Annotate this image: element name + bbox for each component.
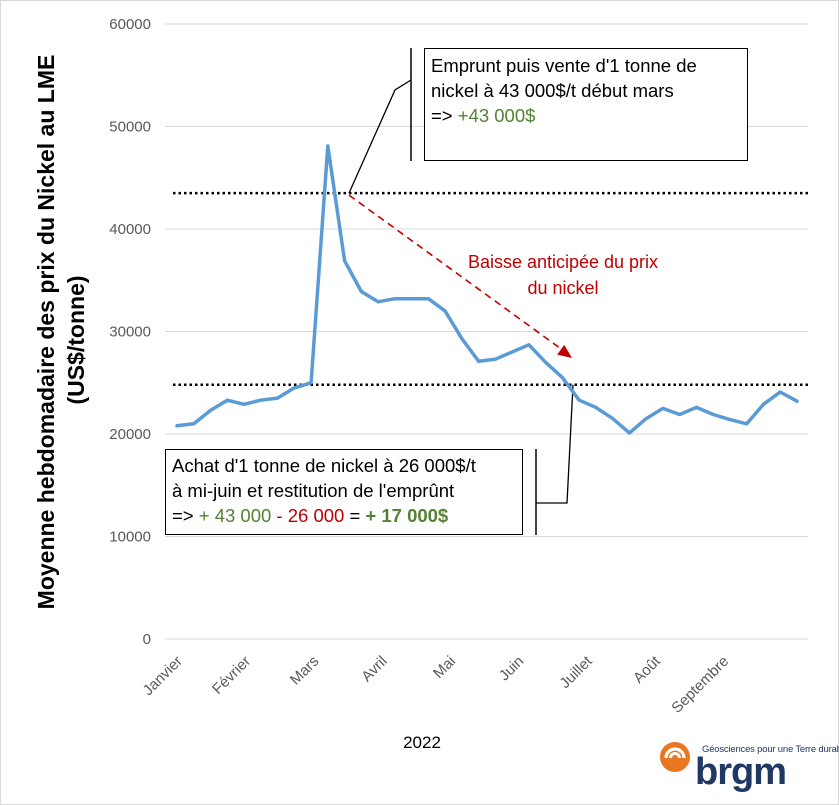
data-point-34	[745, 422, 749, 426]
arrow-label-line1: Baisse anticipée du prix	[468, 252, 658, 272]
data-point-3	[225, 398, 229, 402]
callout-bottom-prefix: =>	[172, 505, 199, 526]
data-point-36	[778, 390, 782, 394]
data-point-6	[276, 396, 279, 400]
price-series	[175, 144, 799, 435]
x-tick-8: Septembre	[668, 653, 732, 717]
leader-bottom	[536, 384, 574, 504]
callout-top-gain: +43 000$	[457, 105, 536, 126]
callout-borrow-sell: Emprunt puis vente d'1 tonne de nickel à…	[424, 48, 748, 161]
x-tick-1: Février	[209, 653, 254, 698]
data-point-21	[527, 343, 531, 347]
data-point-7	[292, 386, 296, 390]
data-point-24	[577, 398, 581, 402]
x-tick-0: Janvier	[140, 653, 186, 699]
data-point-11	[359, 290, 363, 293]
data-point-37	[795, 399, 799, 403]
data-point-31	[695, 405, 698, 409]
arrow-label-line2: du nickel	[527, 278, 598, 298]
data-point-2	[209, 408, 212, 412]
data-point-1	[192, 422, 196, 426]
callout-buy-return: Achat d'1 tonne de nickel à 26 000$/t à …	[165, 449, 523, 535]
data-point-27	[627, 431, 631, 435]
data-point-32	[711, 413, 715, 416]
y-tick-60000: 60000	[109, 16, 151, 33]
decline-arrow	[348, 194, 572, 358]
data-point-26	[611, 417, 615, 421]
data-point-35	[762, 402, 765, 406]
data-point-12	[376, 300, 380, 304]
data-point-22	[544, 360, 548, 364]
data-point-0	[175, 424, 179, 428]
x-tick-3: Avril	[358, 653, 390, 685]
callout-bottom-plus: + 43 000	[198, 505, 272, 526]
y-axis-label-line1: Moyenne hebdomadaire des prix du Nickel …	[33, 55, 59, 610]
data-point-19	[493, 357, 497, 361]
data-point-17	[460, 337, 464, 341]
data-point-28	[644, 417, 648, 421]
y-axis-label-line2: (US$/tonne)	[63, 275, 89, 404]
data-point-15	[426, 297, 430, 301]
y-tick-40000: 40000	[109, 221, 151, 238]
x-tick-6: Juillet	[556, 652, 596, 692]
brgm-tagline: Géosciences pour une Terre durable	[702, 744, 839, 755]
leader-top	[348, 79, 412, 194]
series-line	[175, 144, 799, 435]
callout-bottom-equals: =	[344, 505, 366, 526]
x-tick-4: Mai	[430, 653, 459, 682]
data-point-20	[510, 350, 514, 354]
data-point-29	[661, 406, 665, 410]
data-point-9	[326, 144, 330, 148]
data-point-13	[393, 297, 397, 301]
data-point-4	[242, 402, 246, 406]
gridlines	[165, 23, 808, 640]
callout-top-line2: nickel à 43 000$/t début mars	[431, 80, 674, 101]
data-point-14	[410, 297, 414, 301]
data-point-23	[560, 376, 564, 380]
callout-top-line3: => +43 000$	[431, 103, 741, 128]
brgm-logo-mark-icon	[660, 742, 690, 772]
data-point-16	[443, 309, 447, 313]
x-axis-label: 2022	[403, 733, 441, 752]
y-axis-ticks: 0 10000 20000 30000 40000 50000 60000	[109, 16, 151, 648]
callout-top-prefix: =>	[431, 105, 458, 126]
brgm-wordmark: brgm	[695, 751, 787, 793]
data-point-8	[309, 381, 313, 385]
callout-bottom-line2: à mi-juin et restitution de l'emprûnt	[172, 480, 455, 501]
data-point-5	[259, 398, 263, 402]
y-tick-10000: 10000	[109, 529, 151, 546]
brgm-logo: Géosciences pour une Terre durable brgm	[655, 738, 839, 798]
x-axis-ticks: Janvier Février Mars Avril Mai Juin Juillet Aoû…	[140, 652, 733, 716]
arrow-shaft	[348, 194, 565, 352]
y-tick-50000: 50000	[109, 119, 151, 136]
x-tick-5: Juin	[496, 653, 527, 684]
reference-lines	[173, 191, 810, 387]
data-point-25	[594, 405, 598, 409]
y-tick-30000: 30000	[109, 324, 151, 341]
data-point-18	[477, 359, 481, 363]
callout-bottom-line3: => + 43 000 - 26 000 = + 17 000$	[172, 503, 516, 528]
arrow-head	[557, 344, 572, 358]
x-tick-7: Août	[630, 652, 664, 686]
callout-top-line1: Emprunt puis vente d'1 tonne de	[431, 55, 697, 76]
x-tick-2: Mars	[287, 653, 323, 689]
callout-bottom-line1: Achat d'1 tonne de nickel à 26 000$/t	[172, 455, 476, 476]
y-tick-20000: 20000	[109, 426, 151, 443]
data-point-10	[343, 259, 347, 263]
data-point-33	[728, 418, 732, 422]
callout-bottom-result: + 17 000$	[365, 505, 449, 526]
callout-connectors	[348, 48, 574, 535]
callout-bottom-minus: - 26 000	[271, 505, 345, 526]
data-point-30	[678, 413, 682, 416]
y-tick-0: 0	[143, 631, 151, 648]
